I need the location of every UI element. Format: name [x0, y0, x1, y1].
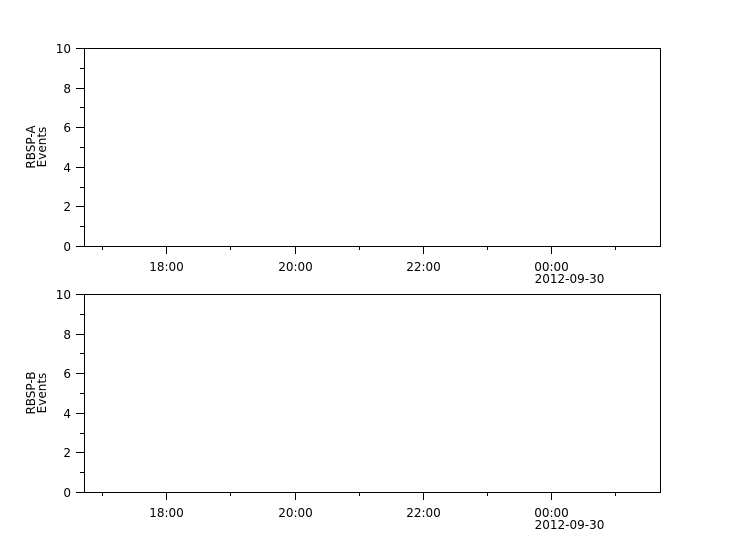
y-tick-label: 10: [56, 42, 71, 56]
y-tick-label: 0: [63, 486, 71, 500]
y-tick-label: 8: [63, 328, 71, 342]
plot-frame: [84, 48, 661, 247]
x-tick-label: 00:00: [534, 260, 569, 274]
y-axis-label: RBSP-B: [24, 371, 38, 414]
x-date-label: 2012-09-30: [535, 518, 605, 532]
x-tick-label: 22:00: [406, 260, 441, 274]
y-axis-label: RBSP-A: [24, 125, 38, 169]
plot-frame: [84, 294, 661, 493]
y-tick-label: 4: [63, 407, 71, 421]
y-axis-label: Events: [35, 127, 49, 168]
y-tick-label: 2: [63, 446, 71, 460]
y-tick-label: 6: [63, 121, 71, 135]
x-tick-label: 18:00: [149, 260, 184, 274]
x-tick-label: 20:00: [278, 260, 313, 274]
x-date-label: 2012-09-30: [535, 272, 605, 286]
y-tick-label: 8: [63, 82, 71, 96]
y-tick-label: 10: [56, 288, 71, 302]
y-tick-label: 4: [63, 161, 71, 175]
y-tick-label: 0: [63, 240, 71, 254]
y-tick-label: 6: [63, 367, 71, 381]
y-tick-label: 2: [63, 200, 71, 214]
x-tick-label: 00:00: [534, 506, 569, 520]
x-tick-label: 18:00: [149, 506, 184, 520]
x-tick-label: 22:00: [406, 506, 441, 520]
y-axis-label: Events: [35, 373, 49, 414]
x-tick-label: 20:00: [278, 506, 313, 520]
